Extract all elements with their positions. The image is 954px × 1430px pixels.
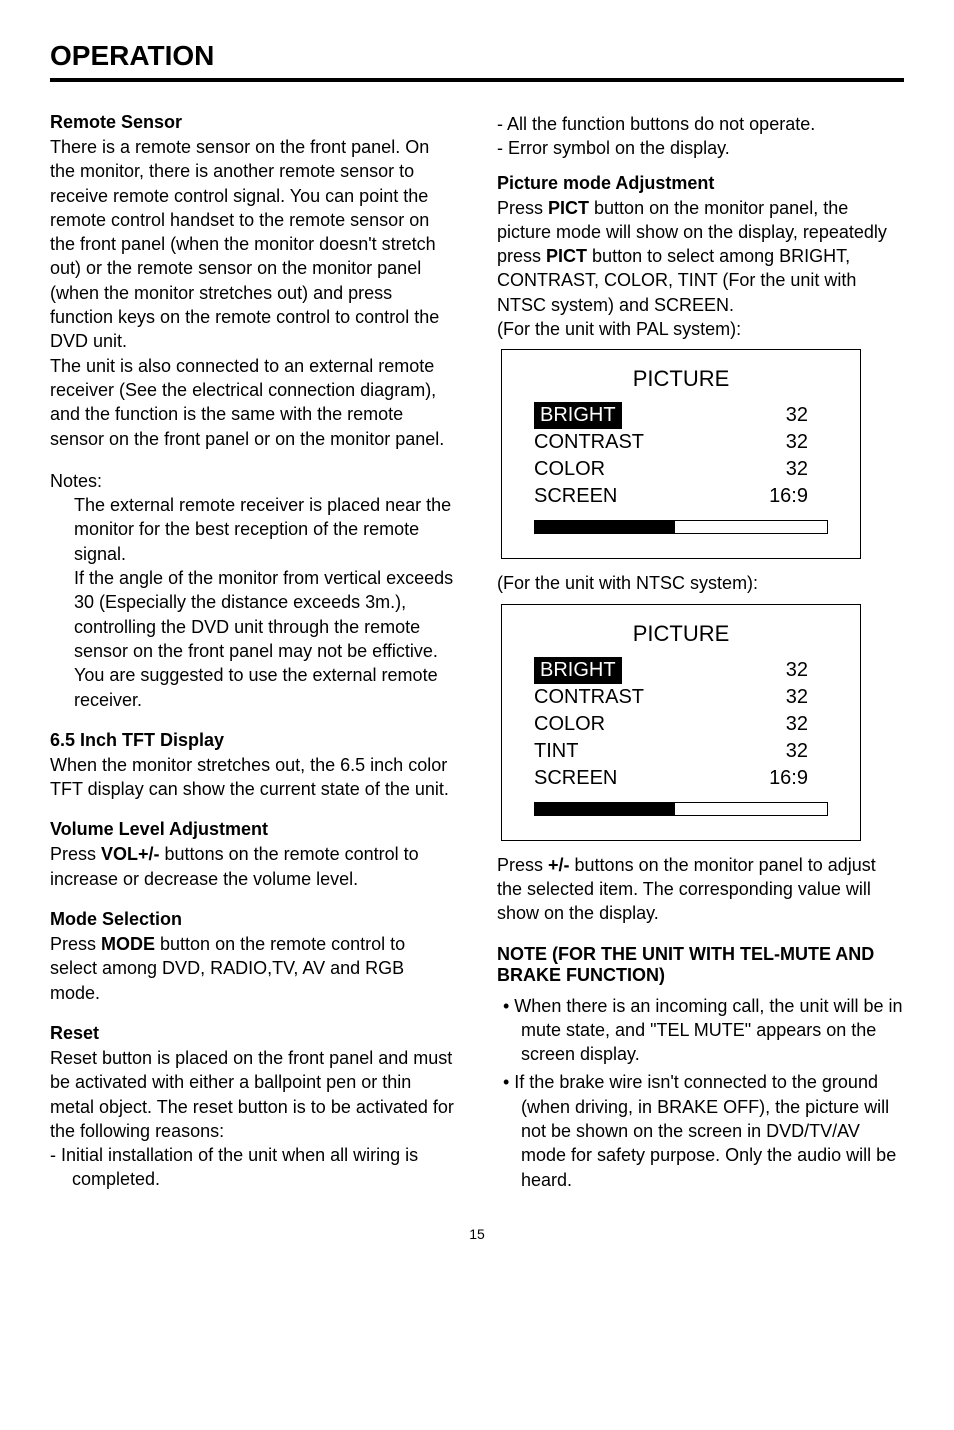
picture-row-value: 32 bbox=[786, 738, 808, 765]
remote-sensor-para1: There is a remote sensor on the front pa… bbox=[50, 135, 457, 354]
picture-row: BRIGHT 32 bbox=[526, 402, 836, 429]
picture-row-value: 32 bbox=[786, 711, 808, 738]
picture-row-label: CONTRAST bbox=[534, 684, 644, 711]
picture-row-label: BRIGHT bbox=[534, 657, 622, 684]
picture-row-label: SCREEN bbox=[534, 483, 617, 510]
picture-row: SCREEN 16:9 bbox=[526, 483, 836, 510]
pal-picture-box: PICTURE BRIGHT 32 CONTRAST 32 COLOR 32 SCREEN 1… bbox=[501, 349, 861, 559]
picture-row: BRIGHT 32 bbox=[526, 657, 836, 684]
picture-row-value: 32 bbox=[786, 657, 808, 684]
volume-heading: Volume Level Adjustment bbox=[50, 819, 457, 840]
picture-row-label: TINT bbox=[534, 738, 578, 765]
page-number: 15 bbox=[50, 1226, 904, 1242]
reset-body: Reset button is placed on the front pane… bbox=[50, 1046, 457, 1143]
pict-bold-1: PICT bbox=[548, 198, 589, 218]
content-columns: Remote Sensor There is a remote sensor o… bbox=[50, 112, 904, 1196]
picture-row: COLOR 32 bbox=[526, 456, 836, 483]
picture-row: CONTRAST 32 bbox=[526, 684, 836, 711]
picture-row: CONTRAST 32 bbox=[526, 429, 836, 456]
reset-heading: Reset bbox=[50, 1023, 457, 1044]
notes-item-1: The external remote receiver is placed n… bbox=[50, 493, 457, 566]
picture-row-value: 16:9 bbox=[769, 765, 808, 792]
remote-sensor-heading: Remote Sensor bbox=[50, 112, 457, 133]
mode-body: Press MODE button on the remote control … bbox=[50, 932, 457, 1005]
picture-row-label: CONTRAST bbox=[534, 429, 644, 456]
bullet-1: • When there is an incoming call, the un… bbox=[497, 994, 904, 1067]
volume-body: Press VOL+/- buttons on the remote contr… bbox=[50, 842, 457, 891]
picture-row-label: SCREEN bbox=[534, 765, 617, 792]
tft-heading: 6.5 Inch TFT Display bbox=[50, 730, 457, 751]
picture-row: SCREEN 16:9 bbox=[526, 765, 836, 792]
pict-heading: Picture mode Adjustment bbox=[497, 173, 904, 194]
tft-body: When the monitor stretches out, the 6.5 … bbox=[50, 753, 457, 802]
pict-para2: (For the unit with PAL system): bbox=[497, 317, 904, 341]
note-heading: NOTE (FOR THE UNIT WITH TEL-MUTE AND BRA… bbox=[497, 944, 904, 986]
right-column: - All the function buttons do not operat… bbox=[497, 112, 904, 1196]
pict-p1a: Press bbox=[497, 198, 548, 218]
picture-row-value: 32 bbox=[786, 429, 808, 456]
notes-heading: Notes: bbox=[50, 469, 457, 493]
picture-row-label: COLOR bbox=[534, 711, 605, 738]
mode-prefix: Press bbox=[50, 934, 101, 954]
press-b: +/- bbox=[548, 855, 570, 875]
top-dash-1: - All the function buttons do not operat… bbox=[497, 112, 904, 136]
pal-progress-fill bbox=[535, 521, 675, 533]
press-a: Press bbox=[497, 855, 548, 875]
picture-row: COLOR 32 bbox=[526, 711, 836, 738]
picture-row-label: BRIGHT bbox=[534, 402, 622, 429]
ntsc-progress-fill bbox=[535, 803, 675, 815]
pal-rows: BRIGHT 32 CONTRAST 32 COLOR 32 SCREEN 16:9 bbox=[526, 402, 836, 510]
top-dash-2: - Error symbol on the display. bbox=[497, 136, 904, 160]
mode-heading: Mode Selection bbox=[50, 909, 457, 930]
ntsc-rows: BRIGHT 32 CONTRAST 32 COLOR 32 TINT 32 SCREEN 16:… bbox=[526, 657, 836, 792]
volume-bold: VOL+/- bbox=[101, 844, 160, 864]
bullet-2: • If the brake wire isn't connected to t… bbox=[497, 1070, 904, 1191]
picture-row-value: 32 bbox=[786, 402, 808, 429]
notes-item-2: If the angle of the monitor from vertica… bbox=[50, 566, 457, 712]
mode-bold: MODE bbox=[101, 934, 155, 954]
press-body: Press +/- buttons on the monitor panel t… bbox=[497, 853, 904, 926]
picture-row-value: 32 bbox=[786, 684, 808, 711]
page-title: OPERATION bbox=[50, 40, 904, 82]
ntsc-caption: (For the unit with NTSC system): bbox=[497, 571, 904, 595]
pict-bold-2: PICT bbox=[546, 246, 587, 266]
ntsc-progress-bar bbox=[534, 802, 828, 816]
ntsc-picture-box: PICTURE BRIGHT32CONTRAST32COLOR32TINT32S… bbox=[501, 604, 861, 841]
picture-row-label: COLOR bbox=[534, 456, 605, 483]
pict-para1: Press PICT button on the monitor panel, … bbox=[497, 196, 904, 317]
remote-sensor-para2: The unit is also connected to an externa… bbox=[50, 354, 457, 451]
pal-picture-title: PICTURE bbox=[526, 366, 836, 392]
picture-row: TINT 32 bbox=[526, 738, 836, 765]
volume-prefix: Press bbox=[50, 844, 101, 864]
picture-row-value: 16:9 bbox=[769, 483, 808, 510]
pal-progress-bar bbox=[534, 520, 828, 534]
left-column: Remote Sensor There is a remote sensor o… bbox=[50, 112, 457, 1196]
reset-dash-1: - Initial installation of the unit when … bbox=[50, 1143, 457, 1192]
picture-row-value: 32 bbox=[786, 456, 808, 483]
ntsc-picture-title: PICTURE bbox=[526, 621, 836, 647]
